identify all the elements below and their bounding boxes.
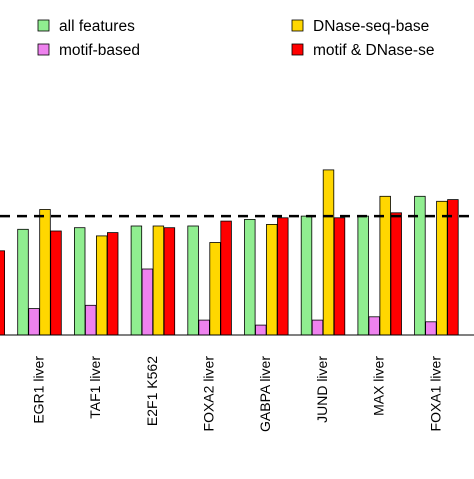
x-tick-label-8: MAX liver (371, 356, 387, 416)
x-tick-label-4: E2F1 K562 (144, 356, 160, 426)
bar-1-4 (130, 225, 143, 336)
bar-2-6 (255, 324, 267, 336)
legend-swatch-3 (291, 19, 304, 32)
legend-swatch-4 (291, 43, 304, 56)
bar-2-2 (28, 308, 40, 336)
bar-2-7 (311, 319, 324, 336)
legend-label-3: DNase-seq-base (313, 18, 429, 35)
bar-4-5 (220, 220, 232, 336)
bar-2-9 (425, 321, 437, 336)
bar-3-7 (322, 169, 335, 336)
legend-label-4: motif & DNase-se (313, 42, 434, 59)
bar-2-4 (141, 268, 154, 336)
bar-4-8 (390, 212, 402, 336)
bar-3-6 (266, 223, 278, 336)
bar-4-1 (0, 250, 6, 336)
bar-1-3 (74, 227, 86, 336)
x-tick-label-9: FOXA1 liver (427, 356, 443, 432)
bar-4-9 (447, 199, 459, 336)
x-tick-label-6: GABPA liver (257, 356, 273, 432)
legend-label-2: motif-based (59, 42, 140, 59)
bars (0, 169, 459, 336)
bar-3-5 (209, 242, 221, 336)
bar-3-4 (152, 225, 165, 336)
legend-label-1: all features (59, 18, 135, 35)
legend-swatch-2 (37, 43, 50, 56)
bar-1-6 (244, 218, 256, 336)
x-tick-label-5: FOXA2 liver (201, 356, 217, 432)
x-tick-label-2: EGR1 liver (30, 356, 46, 424)
bar-4-7 (333, 217, 346, 336)
bar-2-8 (368, 316, 380, 336)
bar-4-6 (277, 217, 289, 336)
bar-3-3 (96, 235, 108, 336)
bar-2-3 (85, 304, 97, 336)
bar-1-2 (17, 228, 29, 336)
bar-4-2 (50, 230, 62, 336)
bar-4-3 (107, 232, 119, 336)
x-tick-label-7: JUND liver (314, 356, 330, 423)
bar-3-9 (436, 200, 448, 336)
bar-3-2 (39, 209, 51, 336)
bar-1-5 (187, 225, 199, 336)
legend-swatch-1 (37, 19, 50, 32)
bar-1-8 (357, 215, 369, 336)
x-tick-label-3: TAF1 liver (87, 356, 103, 419)
bar-2-5 (198, 319, 210, 336)
bar-1-7 (300, 215, 313, 336)
bar-4-4 (163, 227, 176, 336)
legend: all features motif-based DNase-seq-base mot… (37, 18, 434, 59)
